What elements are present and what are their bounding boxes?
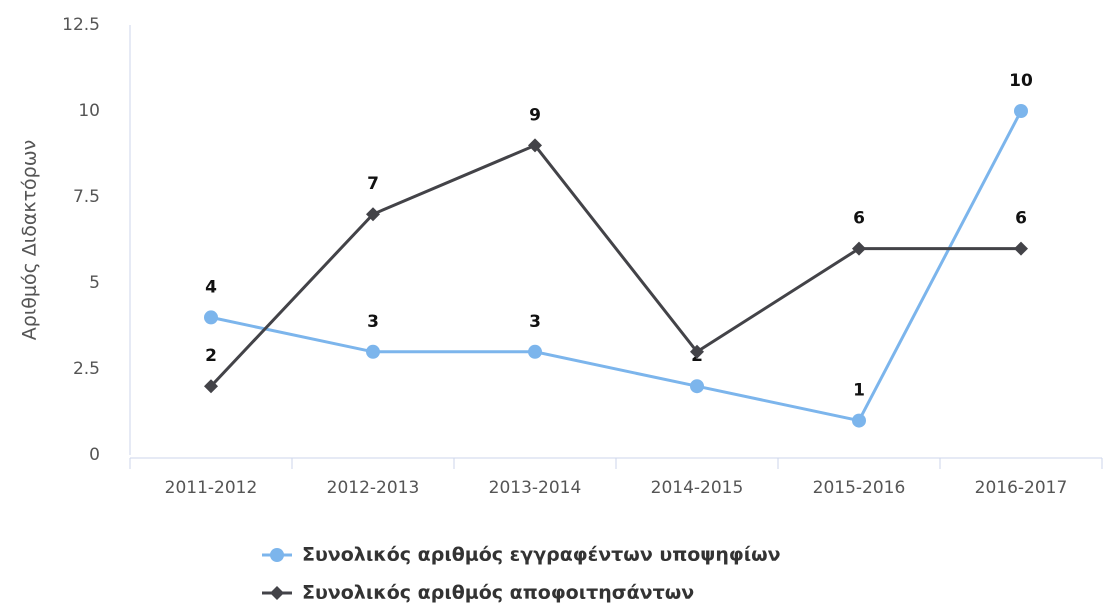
data-label: 3 xyxy=(529,312,541,332)
data-label: 10 xyxy=(1009,71,1033,91)
point xyxy=(690,379,704,394)
data-label: 4 xyxy=(205,277,217,297)
y-tick-label: 10 xyxy=(78,101,100,121)
data-label: 3 xyxy=(367,312,379,332)
y-tick-label: 12.5 xyxy=(62,15,100,35)
series-line xyxy=(210,110,1023,423)
y-tick-label: 0 xyxy=(89,445,100,465)
point xyxy=(528,344,542,359)
x-tick-label: 2013-2014 xyxy=(489,478,582,498)
legend-label: Συνολικός αριθμός εγγραφέντων υποψηφίων xyxy=(302,544,781,566)
point xyxy=(366,207,380,222)
data-label: 6 xyxy=(1015,209,1027,229)
legend-label: Συνολικός αριθμός αποφοιτησάντων xyxy=(302,582,694,604)
x-tick-label: 2014-2015 xyxy=(651,478,744,498)
legend-marker xyxy=(270,548,284,562)
y-tick-label: 7.5 xyxy=(73,187,100,207)
point xyxy=(690,344,704,359)
y-tick-label: 2.5 xyxy=(73,359,100,379)
series-line xyxy=(209,143,1021,388)
point xyxy=(204,310,218,325)
x-tick-label: 2012-2013 xyxy=(327,478,420,498)
point xyxy=(204,379,218,394)
data-label: 7 xyxy=(367,174,379,194)
data-label: 6 xyxy=(853,209,865,229)
point xyxy=(366,344,380,359)
y-tick-label: 5 xyxy=(89,273,100,293)
point xyxy=(1014,104,1028,118)
point xyxy=(528,138,542,153)
x-tick-label: 2015-2016 xyxy=(813,478,906,498)
point xyxy=(1014,241,1028,256)
data-label: 1 xyxy=(853,381,865,401)
x-tick-label: 2016-2017 xyxy=(975,478,1068,498)
x-tick-label: 2011-2012 xyxy=(165,478,258,498)
data-label: 2 xyxy=(205,346,217,366)
point xyxy=(852,241,866,256)
legend-marker xyxy=(270,586,284,600)
point xyxy=(852,413,866,428)
y-axis-label: Αριθμός Διδακτόρων xyxy=(19,140,41,340)
data-label: 9 xyxy=(529,105,541,125)
